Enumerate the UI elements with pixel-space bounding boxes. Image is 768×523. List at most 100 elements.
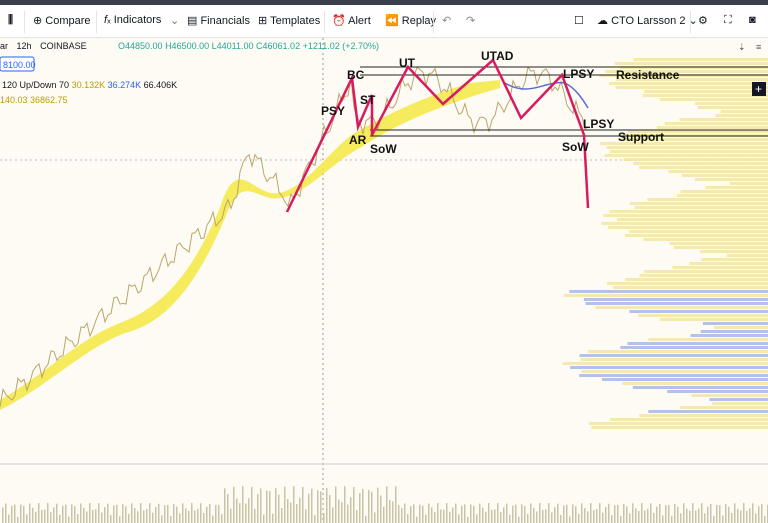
profile-bar <box>673 246 768 249</box>
volume-bar <box>437 503 439 523</box>
volume-bar <box>152 512 154 523</box>
volume-bar <box>530 503 532 523</box>
volume-bar <box>449 511 451 523</box>
annotation: SoW <box>562 140 589 154</box>
volume-bar <box>110 515 112 523</box>
volume-bar <box>398 505 400 523</box>
volume-bar <box>452 507 454 523</box>
volume-bar <box>596 508 598 523</box>
layout-button[interactable]: ☁ CTO Larsson 2 ⌄ <box>597 15 698 27</box>
annotation: PSY <box>321 104 345 118</box>
profile-bar <box>608 226 768 229</box>
volume-bar <box>248 498 250 523</box>
volume-bar <box>26 514 28 523</box>
menu-button[interactable]: ≡ <box>756 42 761 52</box>
replay-button[interactable]: ⏪ Replay <box>385 15 437 27</box>
compare-button[interactable]: ⊕ Compare <box>33 15 91 27</box>
profile-bar <box>709 398 768 401</box>
profile-bar <box>672 266 768 269</box>
alert-button[interactable]: ⏰ Alert <box>332 15 371 27</box>
volume-bar <box>377 487 379 523</box>
profile-bar <box>697 106 768 109</box>
financials-button[interactable]: ▤ Financials <box>187 15 250 27</box>
volume-bar <box>395 486 397 523</box>
profile-bar <box>700 330 768 333</box>
volume-bar <box>431 507 433 523</box>
profile-bar <box>579 374 768 377</box>
profile-bar <box>648 338 768 341</box>
volume-bar <box>593 510 595 523</box>
volume-bar <box>173 504 175 523</box>
volume-bar <box>698 508 700 523</box>
volume-bar <box>227 494 229 523</box>
volume-bar <box>179 513 181 523</box>
volume-bar <box>68 516 70 523</box>
volume-bar <box>323 513 325 523</box>
add-button[interactable] <box>752 82 766 96</box>
volume-bar <box>20 504 22 523</box>
annotation: UT <box>399 56 416 70</box>
volume-bar <box>581 503 583 523</box>
dropdown[interactable]: ⌄ <box>170 15 180 27</box>
moving-average-band <box>0 80 500 410</box>
volume-bar <box>572 504 574 523</box>
volume-bar <box>617 504 619 523</box>
volume-bars <box>2 486 768 523</box>
undo-button[interactable]: ↶ <box>442 15 452 27</box>
volume-bar <box>65 504 67 523</box>
volume-bar <box>272 513 274 523</box>
volume-bar <box>659 503 661 523</box>
volume-bar <box>80 503 82 523</box>
volume-bar <box>752 503 754 523</box>
collapse-button[interactable]: ⇣ <box>738 42 746 52</box>
snapshot-button[interactable]: ◙ <box>749 14 756 26</box>
profile-bar <box>701 258 768 261</box>
profile-bar <box>680 190 768 193</box>
annotation: SoW <box>370 142 397 156</box>
volume-bar <box>722 515 724 523</box>
indicators-button[interactable]: fₓ Indicators <box>104 14 162 26</box>
volume-bar <box>524 506 526 523</box>
redo-button[interactable]: ↷ <box>466 15 476 27</box>
profile-bar <box>629 310 768 313</box>
profile-bar <box>642 94 768 97</box>
profile-bar <box>659 98 768 101</box>
chart-type-icon[interactable]: ⫼ <box>8 14 14 26</box>
volume-bar <box>746 511 748 523</box>
profile-bar <box>680 406 768 409</box>
profile-bar <box>595 306 768 309</box>
volume-bar <box>59 514 61 523</box>
wyckoff-path <box>285 57 590 213</box>
volume-bar <box>653 512 655 523</box>
volume-bar <box>491 509 493 523</box>
layout-icon[interactable]: ☐ <box>574 15 584 27</box>
volume-bar <box>155 506 157 523</box>
fullscreen-button[interactable]: ⛶ <box>724 14 732 26</box>
profile-bar <box>639 414 768 417</box>
annotation: LPSY <box>583 117 614 131</box>
profile-bar <box>624 234 768 237</box>
volume-bar <box>704 513 706 523</box>
volume-bar <box>623 504 625 523</box>
volume-bar <box>497 503 499 523</box>
volume-bar <box>326 487 328 523</box>
volume-bar <box>206 506 208 523</box>
volume-bar <box>728 506 730 523</box>
profile-bar <box>639 274 768 277</box>
templates-button[interactable]: ⊞ Templates <box>258 15 321 27</box>
volume-bar <box>674 503 676 523</box>
volume-bar <box>611 515 613 523</box>
volume-bar <box>95 509 97 523</box>
volume-bar <box>440 509 442 523</box>
volume-bar <box>647 508 649 523</box>
profile-bar <box>644 90 768 93</box>
volume-bar <box>224 488 226 523</box>
settings-button[interactable]: ⚙ <box>698 15 708 27</box>
volume-bar <box>281 507 283 523</box>
separator <box>433 11 434 33</box>
volume-bar <box>164 505 166 523</box>
volume-bar <box>428 503 430 523</box>
profile-bar <box>667 390 768 393</box>
volume-bar <box>77 514 79 523</box>
